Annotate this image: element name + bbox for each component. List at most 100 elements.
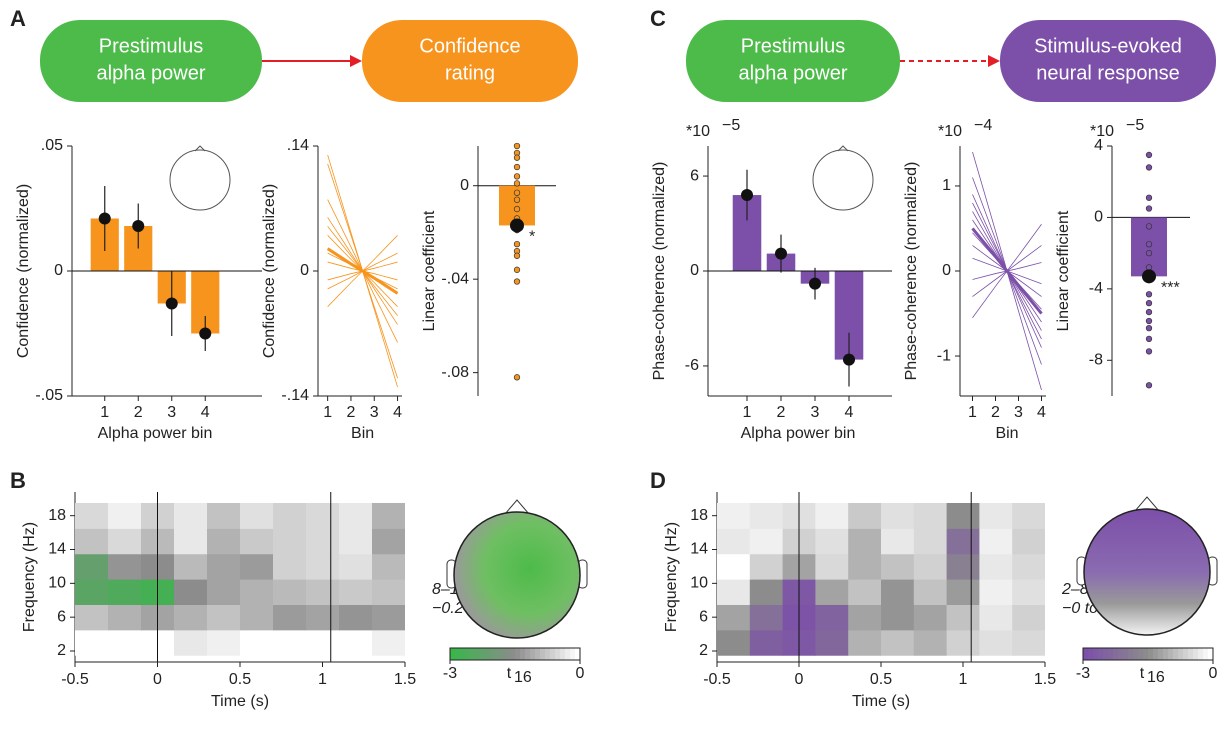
heat-cell [273, 528, 307, 555]
flow-text: Prestimulus [99, 35, 203, 57]
point [1145, 164, 1153, 171]
heat-cell [979, 579, 1013, 605]
heat-cell [273, 502, 307, 529]
colorbar-step [1153, 648, 1159, 660]
heat-cell [913, 579, 948, 605]
panel-label: A [10, 6, 26, 31]
y-axis-label: Linear coefficient [421, 210, 438, 331]
heat-cell [1012, 553, 1045, 580]
colorbar-step [535, 648, 541, 660]
heat-cell [75, 604, 109, 631]
heat-cell [913, 629, 948, 656]
y-tick-label: 0 [460, 177, 469, 194]
colorbar-step [550, 648, 556, 660]
y-tick-label: 0 [300, 262, 309, 279]
flow-box [686, 20, 900, 102]
colorbar-step [1193, 648, 1199, 660]
x-tick-label: 4 [393, 404, 402, 421]
flow-box [1000, 20, 1216, 102]
point [1145, 348, 1153, 355]
panel-label: B [10, 468, 26, 493]
heatmap [717, 502, 1045, 656]
heat-cell [306, 502, 340, 529]
colorbar-step [470, 648, 476, 660]
heat-cell [913, 553, 948, 580]
heat-cell [979, 604, 1013, 631]
colorbar-step [1148, 648, 1154, 660]
colorbar-step [460, 648, 466, 660]
heat-cell [881, 604, 915, 631]
colorbar-step [540, 648, 546, 660]
colorbar-frame [449, 647, 581, 661]
axes: 2 6 10 14 18 Frequency (Hz) [21, 492, 76, 662]
y-multiplier: *10 [938, 123, 962, 140]
y-exponent: −4 [974, 117, 992, 134]
x-tick-label: 1 [100, 404, 109, 421]
flow-text: rating [445, 62, 495, 84]
heat-cell [717, 553, 751, 580]
point [513, 252, 521, 259]
heat-cell [339, 528, 373, 555]
point [513, 189, 521, 196]
flow-box [40, 20, 262, 102]
heat-cell [273, 553, 307, 580]
annotation: *** [1161, 280, 1180, 297]
heat-cell [372, 528, 405, 555]
heat-cell [749, 502, 784, 529]
colorbar-tick-label: 0 [1209, 665, 1218, 682]
y-axis-label: Linear coefficient [1055, 210, 1072, 331]
x-axis-label: Time (s) [852, 693, 910, 710]
heat-cell [815, 604, 849, 631]
colorbar-step [1098, 648, 1104, 660]
arrow-head [988, 55, 1000, 67]
colorbar-step [525, 648, 531, 660]
heat-cell [75, 553, 109, 580]
heat-cell [108, 528, 142, 555]
heat-cell [913, 502, 948, 529]
point [1145, 382, 1153, 389]
x-tick-label: -0.5 [703, 671, 731, 688]
heat-cell [881, 579, 915, 605]
heat-cell [240, 553, 274, 580]
y-axis-label: Confidence (normalized) [261, 184, 278, 358]
heat-cell [339, 629, 373, 656]
x-tick-label: 1.5 [394, 671, 416, 688]
x-axis-label: Alpha power bin [741, 425, 856, 442]
mean-dot [510, 218, 524, 233]
heat-cell [240, 579, 274, 605]
y-tick-label: 0 [942, 262, 951, 279]
point [513, 374, 521, 381]
x-tick-label: 1 [743, 404, 752, 421]
flow-text: Prestimulus [741, 35, 845, 57]
point [1145, 223, 1153, 230]
y-tick-label: 18 [48, 507, 66, 524]
x-tick-label: 3 [370, 404, 379, 421]
x-tick-label: 2 [134, 404, 143, 421]
heat-cell [717, 629, 751, 656]
x-tick-label: 0.5 [870, 671, 892, 688]
mean-dot [843, 353, 855, 366]
heat-cell [848, 579, 882, 605]
heat-cell [75, 579, 109, 605]
heat-cell [979, 502, 1013, 529]
y-tick-label: .05 [41, 137, 63, 154]
colorbar-step [515, 648, 521, 660]
y-tick-label: -.08 [441, 364, 469, 381]
colorbar-label-sub: 16 [514, 669, 532, 686]
point [513, 240, 521, 248]
heat-cell [848, 502, 882, 529]
colorbar-step [510, 648, 516, 660]
x-tick-label: 0 [795, 671, 804, 688]
heat-cell [946, 528, 980, 555]
point [1145, 291, 1153, 298]
heat-cell [306, 579, 340, 605]
axes: 4 0 -4 -8 Linear coefficient *10 −5 [1055, 117, 1144, 396]
heat-cell [339, 604, 373, 631]
colorbar-step [1183, 648, 1189, 660]
point [1145, 324, 1153, 332]
colorbar-step [1088, 648, 1094, 660]
colorbar-step [500, 648, 506, 660]
point [1145, 335, 1153, 343]
heat-cell [372, 502, 405, 529]
y-axis-label: Phase-coherence (normalized) [651, 162, 668, 381]
